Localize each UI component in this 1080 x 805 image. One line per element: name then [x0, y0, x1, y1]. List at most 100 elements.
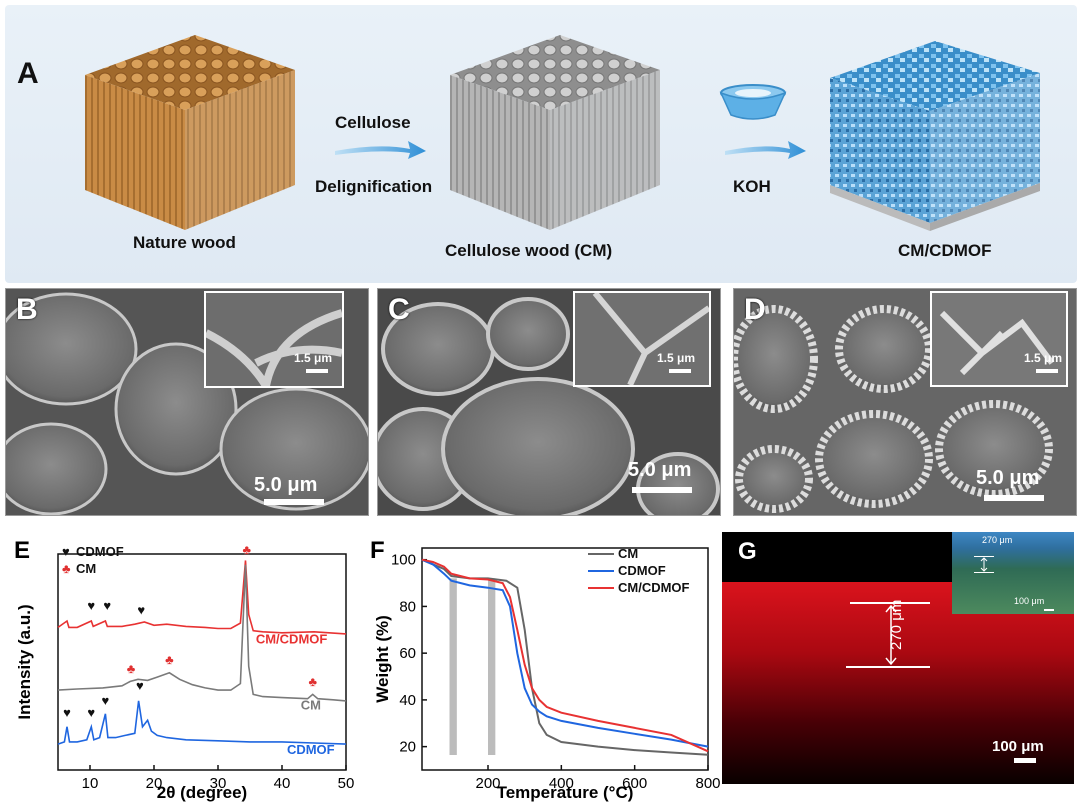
thickness-arrow-icon: [885, 604, 897, 666]
panel-letter-c: C: [388, 293, 410, 326]
chart-e-ylabel: Intensity (a.u.): [15, 604, 34, 719]
chart-f-xtick-label: 200: [475, 775, 500, 792]
sem-c-inset: 1.5 μm: [573, 291, 711, 387]
chart-f-tga: F 200 400 600 800 20 40 60 80 100 CM CDMOF CM/CDMO…: [370, 537, 721, 802]
panel-g-inset-top-label: 270 μm: [982, 535, 1013, 545]
chart-e-peak-marker: ♥: [102, 693, 110, 708]
chart-e-xtick-label: 50: [338, 775, 355, 792]
chart-f-ytick-label: 20: [399, 739, 416, 756]
panel-g-scale-bar: [1014, 758, 1036, 763]
arrow-2-icon: [725, 141, 806, 159]
thickness-label: 270 μm: [888, 599, 905, 650]
sem-d-inset: 1.5 μm: [930, 291, 1068, 387]
chart-f-legend-label: CM/CDMOF: [618, 580, 690, 595]
chart-f-ytick-label: 60: [399, 645, 416, 662]
panel-g-inset-arrow-icon: [980, 557, 988, 572]
panel-g-inset-line-top: [974, 556, 994, 557]
panel-g-scale-label: 100 μm: [992, 738, 1044, 755]
chart-f-xtick-label: 400: [549, 775, 574, 792]
step-label-koh: KOH: [733, 177, 771, 196]
panel-g-inset-scale-bar: [1044, 609, 1054, 611]
sem-image-d: D 1.5 μm 5.0 μm: [733, 288, 1077, 516]
chart-e-legend-symbol: ♣: [62, 561, 71, 576]
chart-f-legend-label: CM: [618, 546, 638, 561]
chart-e-peak-marker: ♥: [103, 598, 111, 613]
chart-e-curve-label: CM/CDMOF: [256, 632, 328, 647]
sem-b-scale-bar: [264, 499, 324, 505]
sem-c-inset-scale-label: 1.5 μm: [656, 351, 695, 365]
stage-label-cellulose-wood: Cellulose wood (CM): [445, 241, 613, 260]
cm-cdmof-block: [830, 41, 1040, 231]
chart-f-ytick-label: 100: [391, 552, 416, 569]
nature-wood-block: [85, 35, 295, 230]
chart-e-peak-marker: ♥: [63, 705, 71, 720]
chart-e-curve-label: CDMOF: [287, 742, 335, 757]
panel-letter-a: A: [17, 57, 39, 90]
chart-e-legend-label: CM: [76, 561, 96, 576]
sem-c-scale-bar: [632, 487, 692, 493]
sem-c-inset-scale-bar: [669, 369, 691, 373]
chart-e-curve-label: CM: [301, 698, 321, 713]
chart-f-frame: [421, 547, 709, 771]
thickness-top-line: [850, 602, 930, 604]
chart-e-series-line: [57, 560, 347, 635]
chart-f-ytick-label: 80: [399, 598, 416, 615]
chart-e-series-line: [57, 564, 347, 702]
panel-g-inset-line-bottom: [974, 572, 994, 573]
chart-e-frame: [57, 553, 347, 771]
sem-d-scale-label: 5.0 μm: [976, 467, 1040, 489]
chart-f-xtick-label: 600: [622, 775, 647, 792]
chart-e-peak-marker: ♥: [87, 705, 95, 720]
chart-e-peak-marker: ♥: [137, 602, 145, 617]
cyclodextrin-ring-icon: [719, 84, 787, 120]
panel-g-inset-scale-label: 100 μm: [1014, 596, 1045, 606]
chart-f-ylabel: Weight (%): [373, 615, 392, 703]
stage-label-cm-cdmof: CM/CDMOF: [898, 241, 992, 260]
thickness-bottom-line: [846, 666, 930, 668]
chart-e-xtick-label: 20: [146, 775, 163, 792]
chart-f-legend-label: CDMOF: [618, 563, 666, 578]
chart-e-peak-marker: ♥: [87, 598, 95, 613]
sem-d-scale-bar: [984, 495, 1044, 501]
chart-e-legend-label: CDMOF: [76, 544, 124, 559]
panel-g-inset: 270 μm 100 μm: [952, 532, 1074, 614]
panel-letter-d: D: [744, 293, 766, 326]
fluorescence-red-layer: [722, 582, 1074, 784]
fluorescence-image-g: G 270 μm 270 μm 100 μm 100 μm: [722, 532, 1074, 784]
panel-letter-f: F: [370, 537, 385, 564]
sem-b-inset: 1.5 μm: [204, 291, 344, 388]
chart-e-xtick-label: 40: [274, 775, 291, 792]
sem-b-scale-label: 5.0 μm: [254, 474, 318, 496]
chart-e-xrd: E 10 20 30 40 50 ♥ ♥ ♥ ♥ ♥ ♥ ♥ ♣ ♣ ♣ ♣ CM/CDMOF CM CDMOF…: [14, 537, 355, 802]
chart-e-xtick-label: 10: [82, 775, 99, 792]
stage-label-nature-wood: Nature wood: [133, 233, 236, 252]
panel-letter-e: E: [14, 537, 30, 564]
sem-image-b: B 1.5 μm 5.0 μm: [5, 288, 369, 516]
chart-f-xlabel: Temperature (°C): [497, 783, 634, 802]
chart-e-series-line: [57, 700, 347, 745]
sem-c-scale-label: 5.0 μm: [628, 459, 692, 481]
chart-e-peak-marker: ♣: [243, 542, 252, 557]
arrow-1-icon: [335, 141, 426, 159]
sem-image-c: C 1.5 μm 5.0 μm: [377, 288, 721, 516]
step-label-cellulose: Cellulose: [335, 113, 411, 132]
sem-d-inset-scale-label: 1.5 μm: [1023, 351, 1062, 365]
chart-f-series-line: [421, 558, 709, 748]
chart-f-shaded-band: [449, 578, 457, 755]
chart-e-xlabel: 2θ (degree): [157, 783, 247, 802]
chart-e-xtick-label: 30: [210, 775, 227, 792]
panel-letter-g: G: [738, 538, 757, 565]
chart-e-legend-symbol: ♥: [62, 544, 70, 559]
sem-b-inset-scale-label: 1.5 μm: [293, 351, 332, 365]
sem-d-inset-scale-bar: [1036, 369, 1058, 373]
step-label-delignification: Delignification: [315, 177, 433, 196]
cellulose-wood-block: [450, 35, 660, 230]
chart-e-peak-marker: ♣: [165, 652, 174, 667]
chart-f-ytick-label: 40: [399, 692, 416, 709]
panel-a-schematic: A: [5, 5, 1077, 283]
chart-e-peak-marker: ♣: [127, 661, 136, 676]
panel-letter-b: B: [16, 293, 38, 326]
chart-f-shaded-band: [488, 578, 496, 755]
chart-f-xtick-label: 800: [695, 775, 720, 792]
sem-b-inset-scale-bar: [306, 369, 328, 373]
